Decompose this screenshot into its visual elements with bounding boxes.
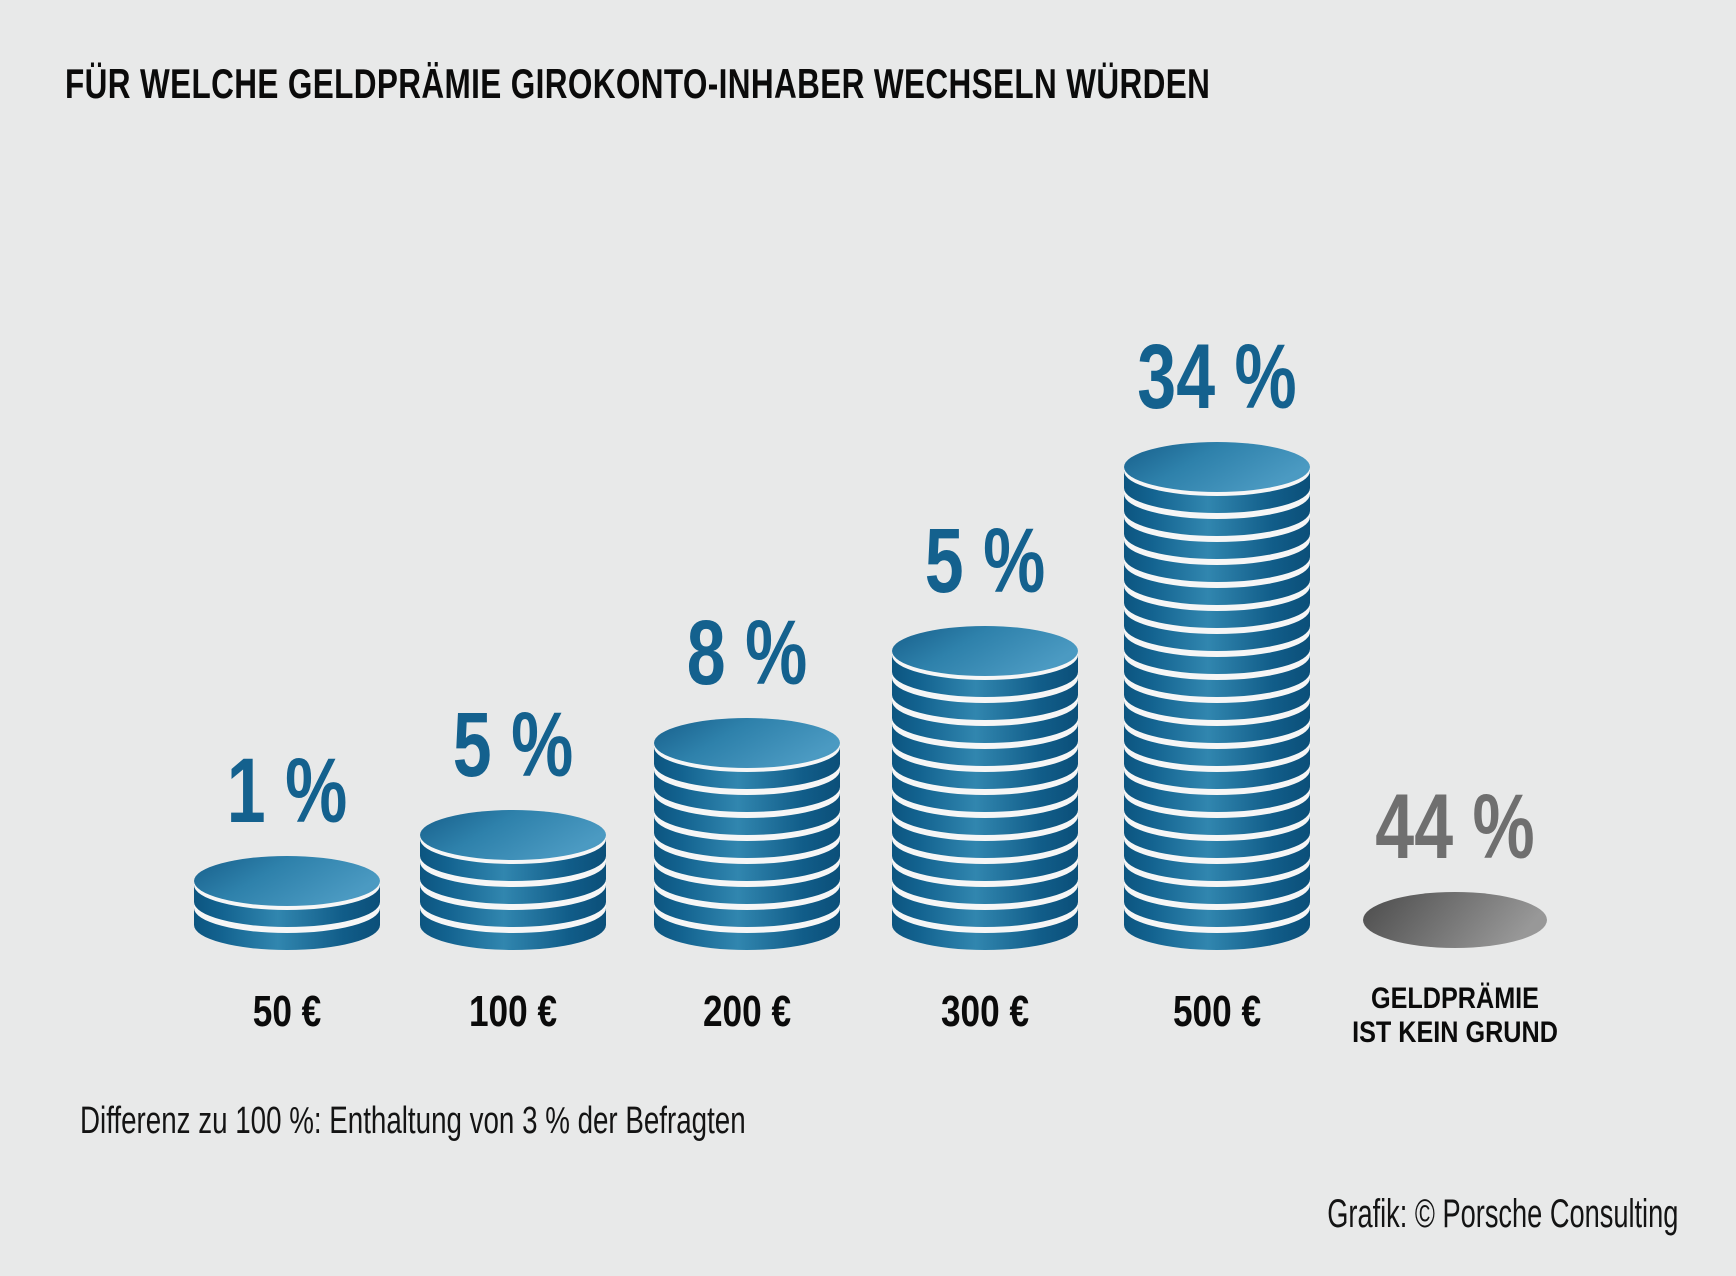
category-label-4: 300 € xyxy=(940,987,1030,1036)
coin-edge xyxy=(1124,839,1310,881)
coin-edge xyxy=(1124,724,1310,766)
coin-edge xyxy=(654,793,840,835)
coin-edge xyxy=(1124,632,1310,674)
coin-edge xyxy=(1124,816,1310,858)
coin-edge xyxy=(420,885,606,927)
coin-edge xyxy=(892,793,1078,835)
value-label-5: 34 % xyxy=(1137,326,1297,428)
coin-edge xyxy=(892,701,1078,743)
coin-edge xyxy=(654,816,840,858)
value-label-1: 1 % xyxy=(226,740,348,842)
coin-edge xyxy=(194,885,380,927)
coin-edge xyxy=(1124,747,1310,789)
category-label-5: 500 € xyxy=(1172,987,1262,1036)
coin-stack-3 xyxy=(654,718,840,950)
coin-face xyxy=(654,718,840,768)
coin-face xyxy=(1124,442,1310,492)
coin-edge xyxy=(1124,586,1310,628)
coin-stack-4 xyxy=(892,626,1078,950)
chart-footnote: Differenz zu 100 %: Enthaltung von 3 % d… xyxy=(80,1100,746,1142)
coin-stack-2 xyxy=(420,810,606,950)
coin-edge xyxy=(1124,609,1310,651)
coin-edge xyxy=(892,862,1078,904)
coin-edge xyxy=(1124,770,1310,812)
coin-edge xyxy=(1124,471,1310,513)
coin-edge xyxy=(892,655,1078,697)
coin-stack-5 xyxy=(1124,442,1310,950)
coin-edge xyxy=(892,724,1078,766)
coin-edge xyxy=(1124,862,1310,904)
flat-gray-coin xyxy=(1363,892,1547,948)
value-label-3: 8 % xyxy=(686,602,808,704)
coin-edge xyxy=(420,908,606,950)
coin-face xyxy=(420,810,606,860)
coin-edge xyxy=(654,747,840,789)
coin-edge xyxy=(1124,563,1310,605)
coin-edge xyxy=(892,816,1078,858)
coin-edge xyxy=(1124,793,1310,835)
coin-edge xyxy=(654,885,840,927)
coin-edge xyxy=(654,770,840,812)
category-label-3: 200 € xyxy=(702,987,792,1036)
coin-face xyxy=(194,856,380,906)
chart-credit: Grafik: © Porsche Consulting xyxy=(1326,1192,1678,1236)
value-label-2: 5 % xyxy=(452,694,574,796)
coin-edge xyxy=(1124,701,1310,743)
coin-edge xyxy=(892,839,1078,881)
category-label-6: GELDPRÄMIE IST KEIN GRUND xyxy=(1352,982,1558,1049)
coin-edge xyxy=(654,862,840,904)
coin-edge xyxy=(194,908,380,950)
coin-edge xyxy=(420,862,606,904)
coin-edge xyxy=(892,770,1078,812)
coin-edge xyxy=(1124,655,1310,697)
category-label-1: 50 € xyxy=(252,987,322,1036)
chart-title: FÜR WELCHE GELDPRÄMIE GIROKONTO-INHABER … xyxy=(65,60,1211,107)
coin-edge xyxy=(1124,517,1310,559)
coin-edge xyxy=(1124,885,1310,927)
coin-edge xyxy=(654,908,840,950)
coin-edge xyxy=(892,908,1078,950)
coin-stack-1 xyxy=(194,856,380,950)
value-label-4: 5 % xyxy=(924,510,1046,612)
coin-edge xyxy=(1124,908,1310,950)
coin-edge xyxy=(1124,678,1310,720)
coin-edge xyxy=(892,885,1078,927)
value-label-6: 44 % xyxy=(1375,776,1535,878)
coin-edge xyxy=(1124,494,1310,536)
coin-edge xyxy=(420,839,606,881)
coin-edge xyxy=(1124,540,1310,582)
category-label-2: 100 € xyxy=(468,987,558,1036)
coin-edge xyxy=(654,839,840,881)
coin-edge xyxy=(892,747,1078,789)
coin-edge xyxy=(892,678,1078,720)
coin-stack-6 xyxy=(1363,892,1547,948)
coin-face xyxy=(892,626,1078,676)
